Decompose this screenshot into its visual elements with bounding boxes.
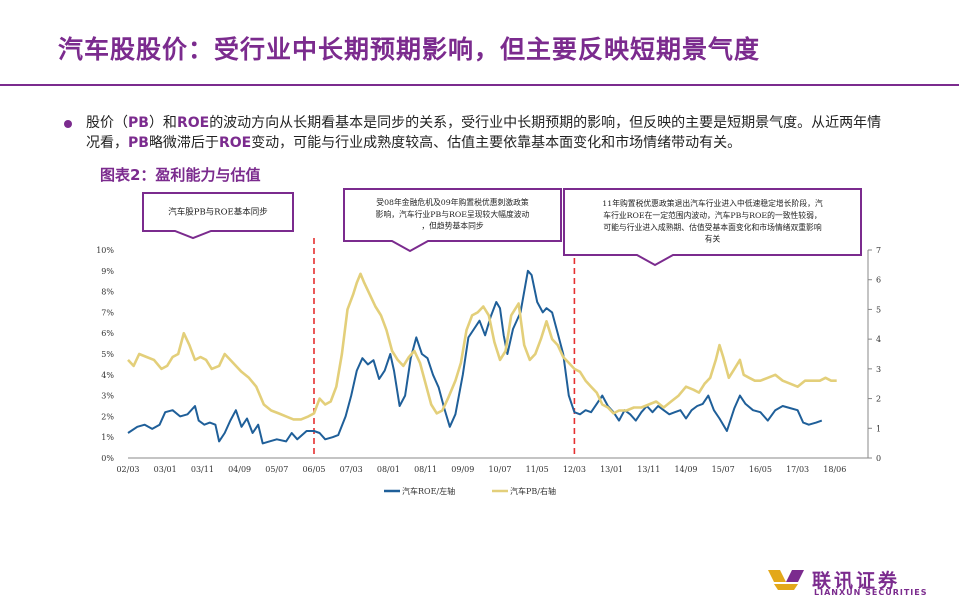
title-divider [0,84,959,86]
annotation-text: 受08年金融危机及09年购置税优惠刺激政策 [376,197,529,207]
y-left-tick-label: 7% [101,308,114,317]
x-tick-label: 16/05 [749,465,772,474]
y-left-tick-label: 1% [101,433,114,442]
y-right-tick-label: 6 [876,276,881,285]
bullet-hl-roe: ROE [176,115,210,131]
annotation-text: 有关 [705,234,721,244]
x-tick-label: 06/05 [302,465,325,474]
brand-logo-icon [768,570,804,590]
x-tick-label: 08/01 [377,465,400,474]
y-right-tick-label: 7 [876,246,881,255]
roe-series-line [127,269,823,445]
x-tick-label: 10/07 [488,465,511,474]
y-right-tick-label: 3 [876,365,881,374]
y-left-tick-label: 6% [101,329,114,338]
x-tick-label: 09/09 [451,465,474,474]
x-tick-label: 14/09 [674,465,697,474]
annotation-text: 车行业ROE在一定范围内波动，汽车PB与ROE的一致性较弱， [603,210,821,220]
y-left-tick-label: 8% [101,288,114,297]
bullet-seg-4: 略微滞后于 [148,135,219,151]
brand-name-en: LIANXUN SECURITIES [814,588,928,597]
bullet-hl-roe-2: ROE [218,135,252,151]
bullet-seg-2: ）和 [148,115,177,131]
x-tick-label: 18/06 [823,465,846,474]
legend-label: 汽车ROE/左轴 [402,486,455,496]
chart-series [127,269,837,445]
x-tick-label: 04/09 [228,465,251,474]
chart-legend: 汽车ROE/左轴 汽车PB/右轴 [384,486,556,496]
annotation-text: 11年购置税优惠政策退出汽车行业进入中低速稳定增长阶段，汽 [602,198,823,208]
x-tick-label: 03/11 [191,465,214,474]
y-right-tick-label: 5 [876,305,881,314]
pb-series-line [127,272,837,421]
x-tick-label: 15/07 [712,465,735,474]
y-left-tick-label: 3% [101,392,114,401]
y-right-tick-label: 1 [876,424,881,433]
brand-name-cn: 联讯证券 [812,570,901,592]
x-tick-label: 05/07 [265,465,288,474]
chart-annotations: 汽车股PB与ROE基本同步 受08年金融危机及09年购置税优惠刺激政策影响，汽车行… [142,188,862,267]
y-left-tick-label: 10% [96,246,114,255]
y-right-tick-label: 2 [876,395,881,404]
x-tick-label: 11/05 [526,465,549,474]
annotation-callout [142,192,294,240]
bullet-hl-pb: PB [128,115,149,131]
x-tick-label: 08/11 [414,465,437,474]
x-tick-label: 12/03 [563,465,586,474]
annotation-callout [563,188,862,267]
y-left-tick-label: 4% [101,371,114,380]
bullet-dot [64,120,72,128]
chart-axes: 0% 1% 2% 3% 4% 5% 6% 7% 8% 9% 10% 0 1 2 3 4 5 6 7 02/03 03/0… [96,238,881,474]
y-left-tick-label: 2% [101,412,114,421]
page-title: 汽车股股价：受行业中长期预期影响，但主要反映短期景气度 [58,35,761,64]
y-left-tick-label: 0% [101,454,114,463]
x-tick-label: 13/01 [600,465,623,474]
x-tick-label: 02/03 [116,465,139,474]
x-tick-label: 07/03 [340,465,363,474]
bullet-hl-pb-2: PB [128,135,149,151]
legend-label: 汽车PB/右轴 [510,486,556,496]
annotation-text: 影响，汽车行业PB与ROE呈现较大幅度波动 [376,209,530,219]
figure-label: 图表2：盈利能力与估值 [100,166,261,184]
x-tick-label: 03/01 [154,465,177,474]
bullet-seg-5: 变动，可能与行业成熟度较高、估值主要依靠基本面变化和市场情绪带动有关。 [251,135,742,151]
x-tick-label: 13/11 [637,465,660,474]
x-tick-label: 17/03 [786,465,809,474]
y-right-tick-label: 0 [876,454,881,463]
bullet-text: 股价（PB）和ROE的波动方向从长期看基本是同步的关系，受行业中长期预期的影响，… [86,113,886,153]
annotation-callout [343,188,562,253]
annotation-text: 汽车股PB与ROE基本同步 [168,206,268,217]
annotation-text: ，但趋势基本同步 [421,221,484,231]
bullet-seg-3: 的波动方向从长期看基本是同步的关系，受行业中长期预期的影响，但反映的主要是短期景… [86,115,882,151]
bullet-seg-1: 股价（ [86,115,128,131]
y-left-tick-label: 9% [101,267,114,276]
annotation-text: 可能与行业进入成熟期、估值受基本面变化和市场情绪双重影响 [603,222,822,232]
y-left-tick-label: 5% [101,350,114,359]
y-right-tick-label: 4 [876,335,881,344]
